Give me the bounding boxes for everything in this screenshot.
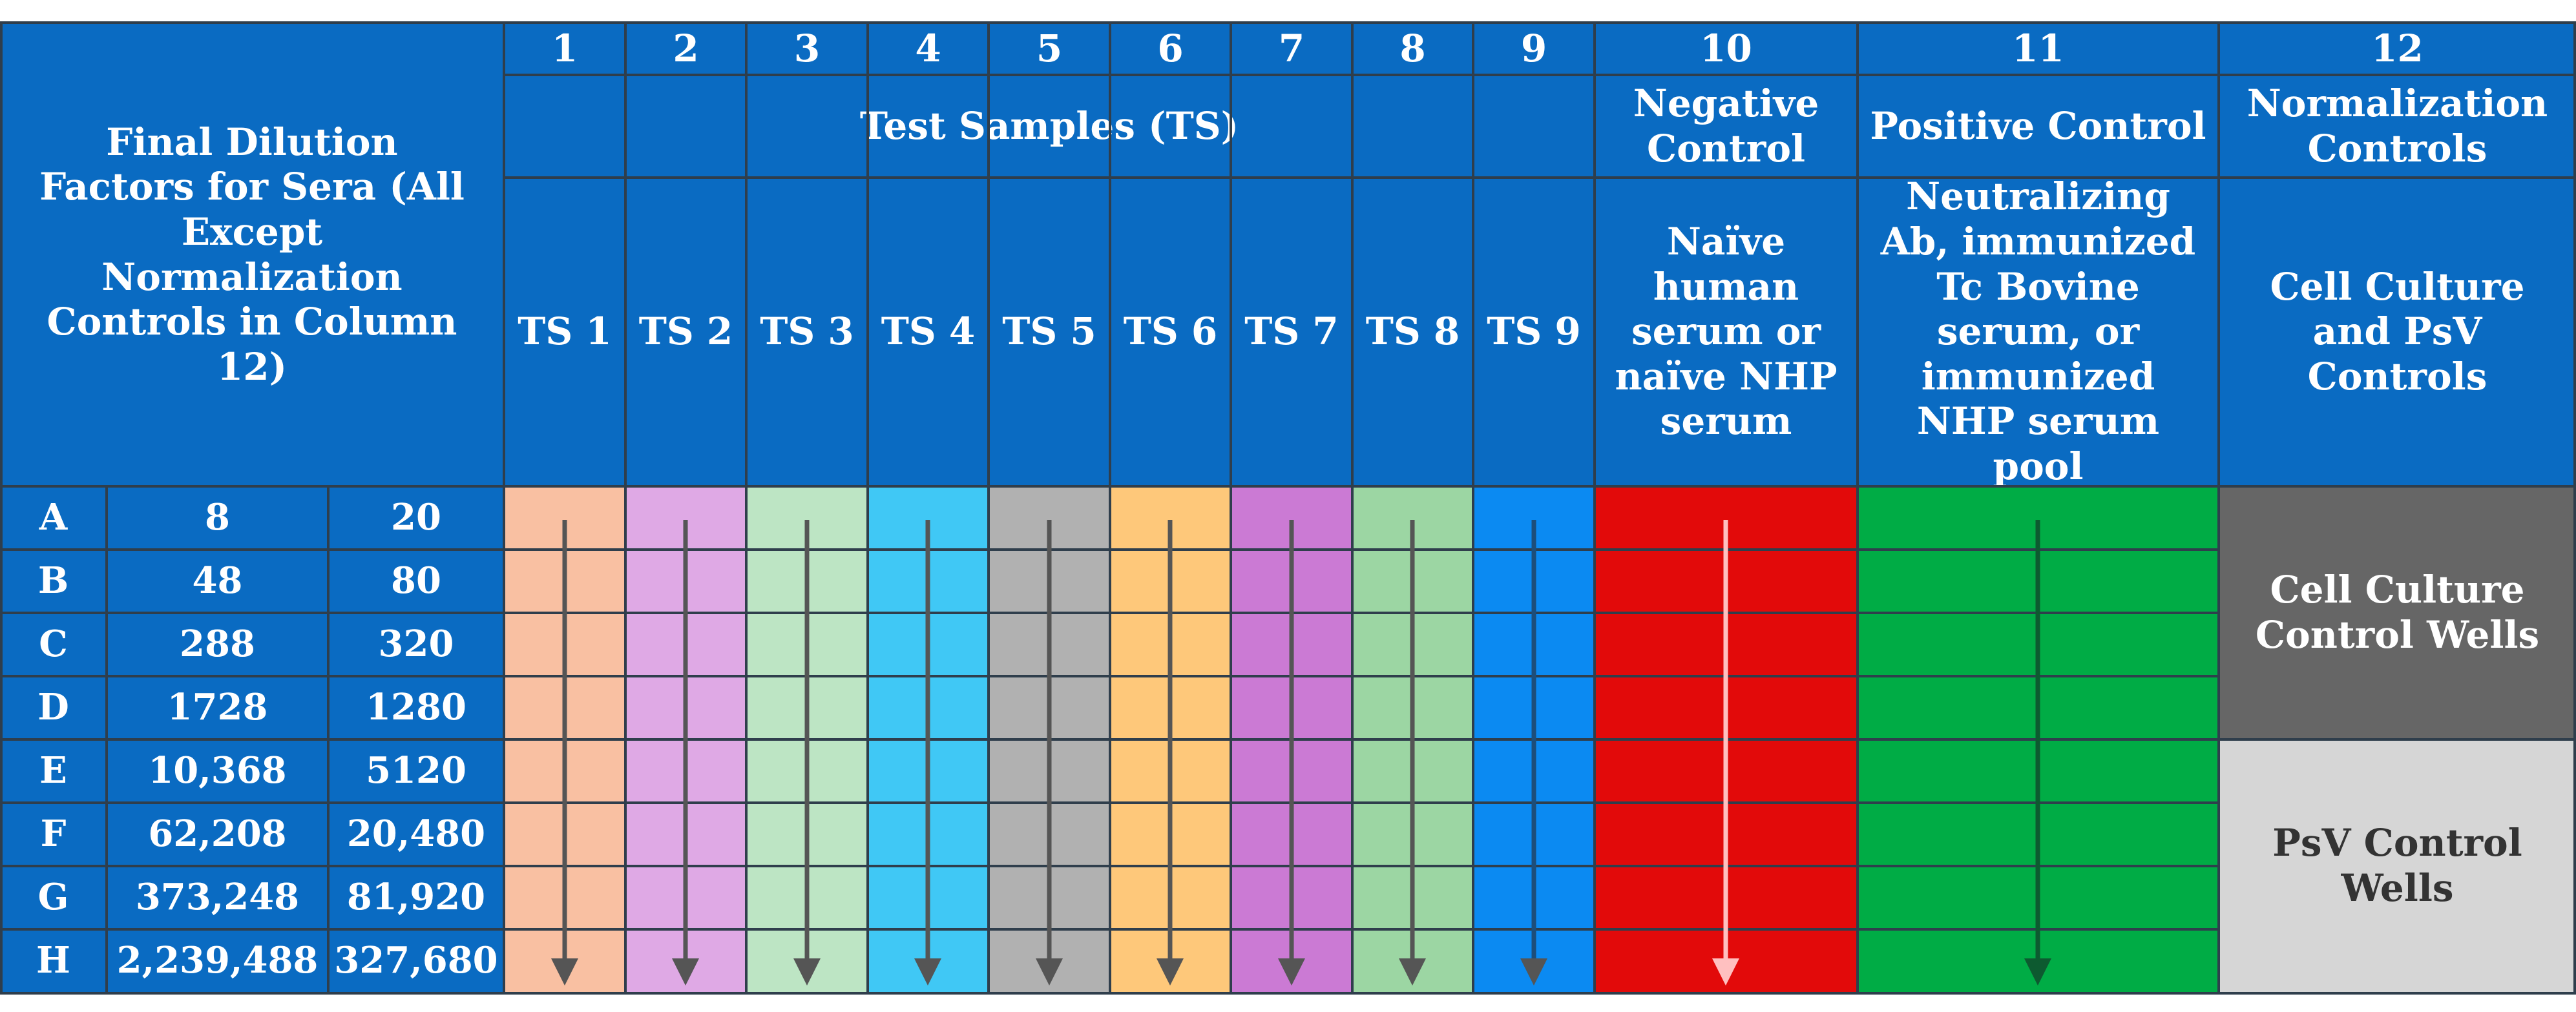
column-number-11: 11	[1858, 23, 2219, 75]
grid-line	[1472, 23, 1474, 993]
row-dilution-1: 1728	[107, 676, 328, 739]
row-dilution-2: 1280	[328, 676, 504, 739]
sample-header-ts-7: TS 7	[1231, 178, 1352, 486]
row-label-a: A	[0, 486, 107, 550]
sample-header-ts-8: TS 8	[1352, 178, 1473, 486]
normalization-control-description: Cell Culture and PsV Controls	[2219, 178, 2576, 486]
cell-culture-control-wells: Cell Culture Control Wells	[2219, 486, 2576, 739]
row-dilution-2: 20,480	[328, 803, 504, 866]
row-dilution-1: 2,239,488	[107, 929, 328, 993]
row-label-g: G	[0, 866, 107, 929]
column-number-7: 7	[1231, 23, 1352, 75]
row-dilution-2: 320	[328, 613, 504, 676]
row-dilution-1: 373,248	[107, 866, 328, 929]
group-header-negative-control: Negative Control	[1595, 75, 1858, 178]
row-dilution-2: 5120	[328, 739, 504, 803]
positive-control-description: Neutralizing Ab, immunized Tc Bovine ser…	[1858, 174, 2219, 488]
grid-line	[0, 21, 2576, 24]
column-number-6: 6	[1110, 23, 1231, 75]
grid-line	[2573, 23, 2576, 993]
grid-line	[0, 801, 2219, 804]
grid-line	[2217, 23, 2220, 993]
grid-line	[0, 23, 3, 993]
grid-line	[0, 612, 2219, 614]
row-dilution-1: 10,368	[107, 739, 328, 803]
column-number-9: 9	[1473, 23, 1595, 75]
grid-line	[0, 675, 2219, 677]
column-number-2: 2	[625, 23, 746, 75]
grid-line	[504, 74, 2576, 76]
row-dilution-1: 288	[107, 613, 328, 676]
row-dilution-1: 8	[107, 486, 328, 550]
sample-header-ts-5: TS 5	[989, 178, 1110, 486]
column-number-8: 8	[1352, 23, 1473, 75]
group-header-positive-control: Positive Control	[1858, 75, 2219, 178]
column-number-12: 12	[2219, 23, 2576, 75]
column-number-10: 10	[1595, 23, 1858, 75]
row-label-e: E	[0, 739, 107, 803]
grid-line	[503, 23, 505, 993]
row-dilution-2: 80	[328, 550, 504, 613]
row-dilution-1: 62,208	[107, 803, 328, 866]
column-number-4: 4	[868, 23, 989, 75]
row-dilution-1: 48	[107, 550, 328, 613]
row-label-d: D	[0, 676, 107, 739]
row-dilution-2: 20	[328, 486, 504, 550]
sample-header-ts-3: TS 3	[746, 178, 868, 486]
grid-line	[0, 738, 2219, 741]
column-number-5: 5	[989, 23, 1110, 75]
corner-header-text: Final Dilution Factors for Sera (All Exc…	[39, 119, 465, 389]
grid-line	[745, 23, 748, 993]
grid-line	[1593, 23, 1596, 993]
grid-line	[1230, 23, 1232, 993]
sample-header-ts-6: TS 6	[1110, 178, 1231, 486]
row-label-c: C	[0, 613, 107, 676]
grid-line	[624, 23, 627, 993]
grid-line	[0, 485, 2576, 488]
grid-line	[1351, 23, 1354, 993]
corner-header: Final Dilution Factors for Sera (All Exc…	[0, 23, 504, 486]
grid-line	[1856, 23, 1859, 993]
sample-header-ts-4: TS 4	[868, 178, 989, 486]
column-number-3: 3	[746, 23, 868, 75]
group-header-test-samples: Test Samples (TS)	[504, 75, 1595, 178]
grid-line	[1109, 23, 1111, 993]
grid-line	[987, 23, 990, 993]
psv-control-wells: PsV Control Wells	[2219, 739, 2576, 993]
row-label-f: F	[0, 803, 107, 866]
grid-line	[0, 992, 2576, 995]
grid-line	[2219, 738, 2576, 741]
grid-line	[0, 928, 2219, 931]
column-number-1: 1	[504, 23, 625, 75]
grid-line	[0, 548, 2219, 551]
sample-header-ts-9: TS 9	[1473, 178, 1595, 486]
sample-header-ts-1: TS 1	[504, 178, 625, 486]
row-label-b: B	[0, 550, 107, 613]
sample-header-ts-2: TS 2	[625, 178, 746, 486]
negative-control-description: Naïve human serum or naïve NHP serum	[1595, 178, 1858, 486]
grid-line	[866, 23, 869, 993]
row-dilution-2: 327,680	[328, 929, 504, 993]
row-dilution-2: 81,920	[328, 866, 504, 929]
grid-line	[504, 176, 2576, 179]
grid-line	[0, 865, 2219, 867]
row-label-h: H	[0, 929, 107, 993]
group-header-normalization-controls: Normalization Controls	[2219, 75, 2576, 178]
